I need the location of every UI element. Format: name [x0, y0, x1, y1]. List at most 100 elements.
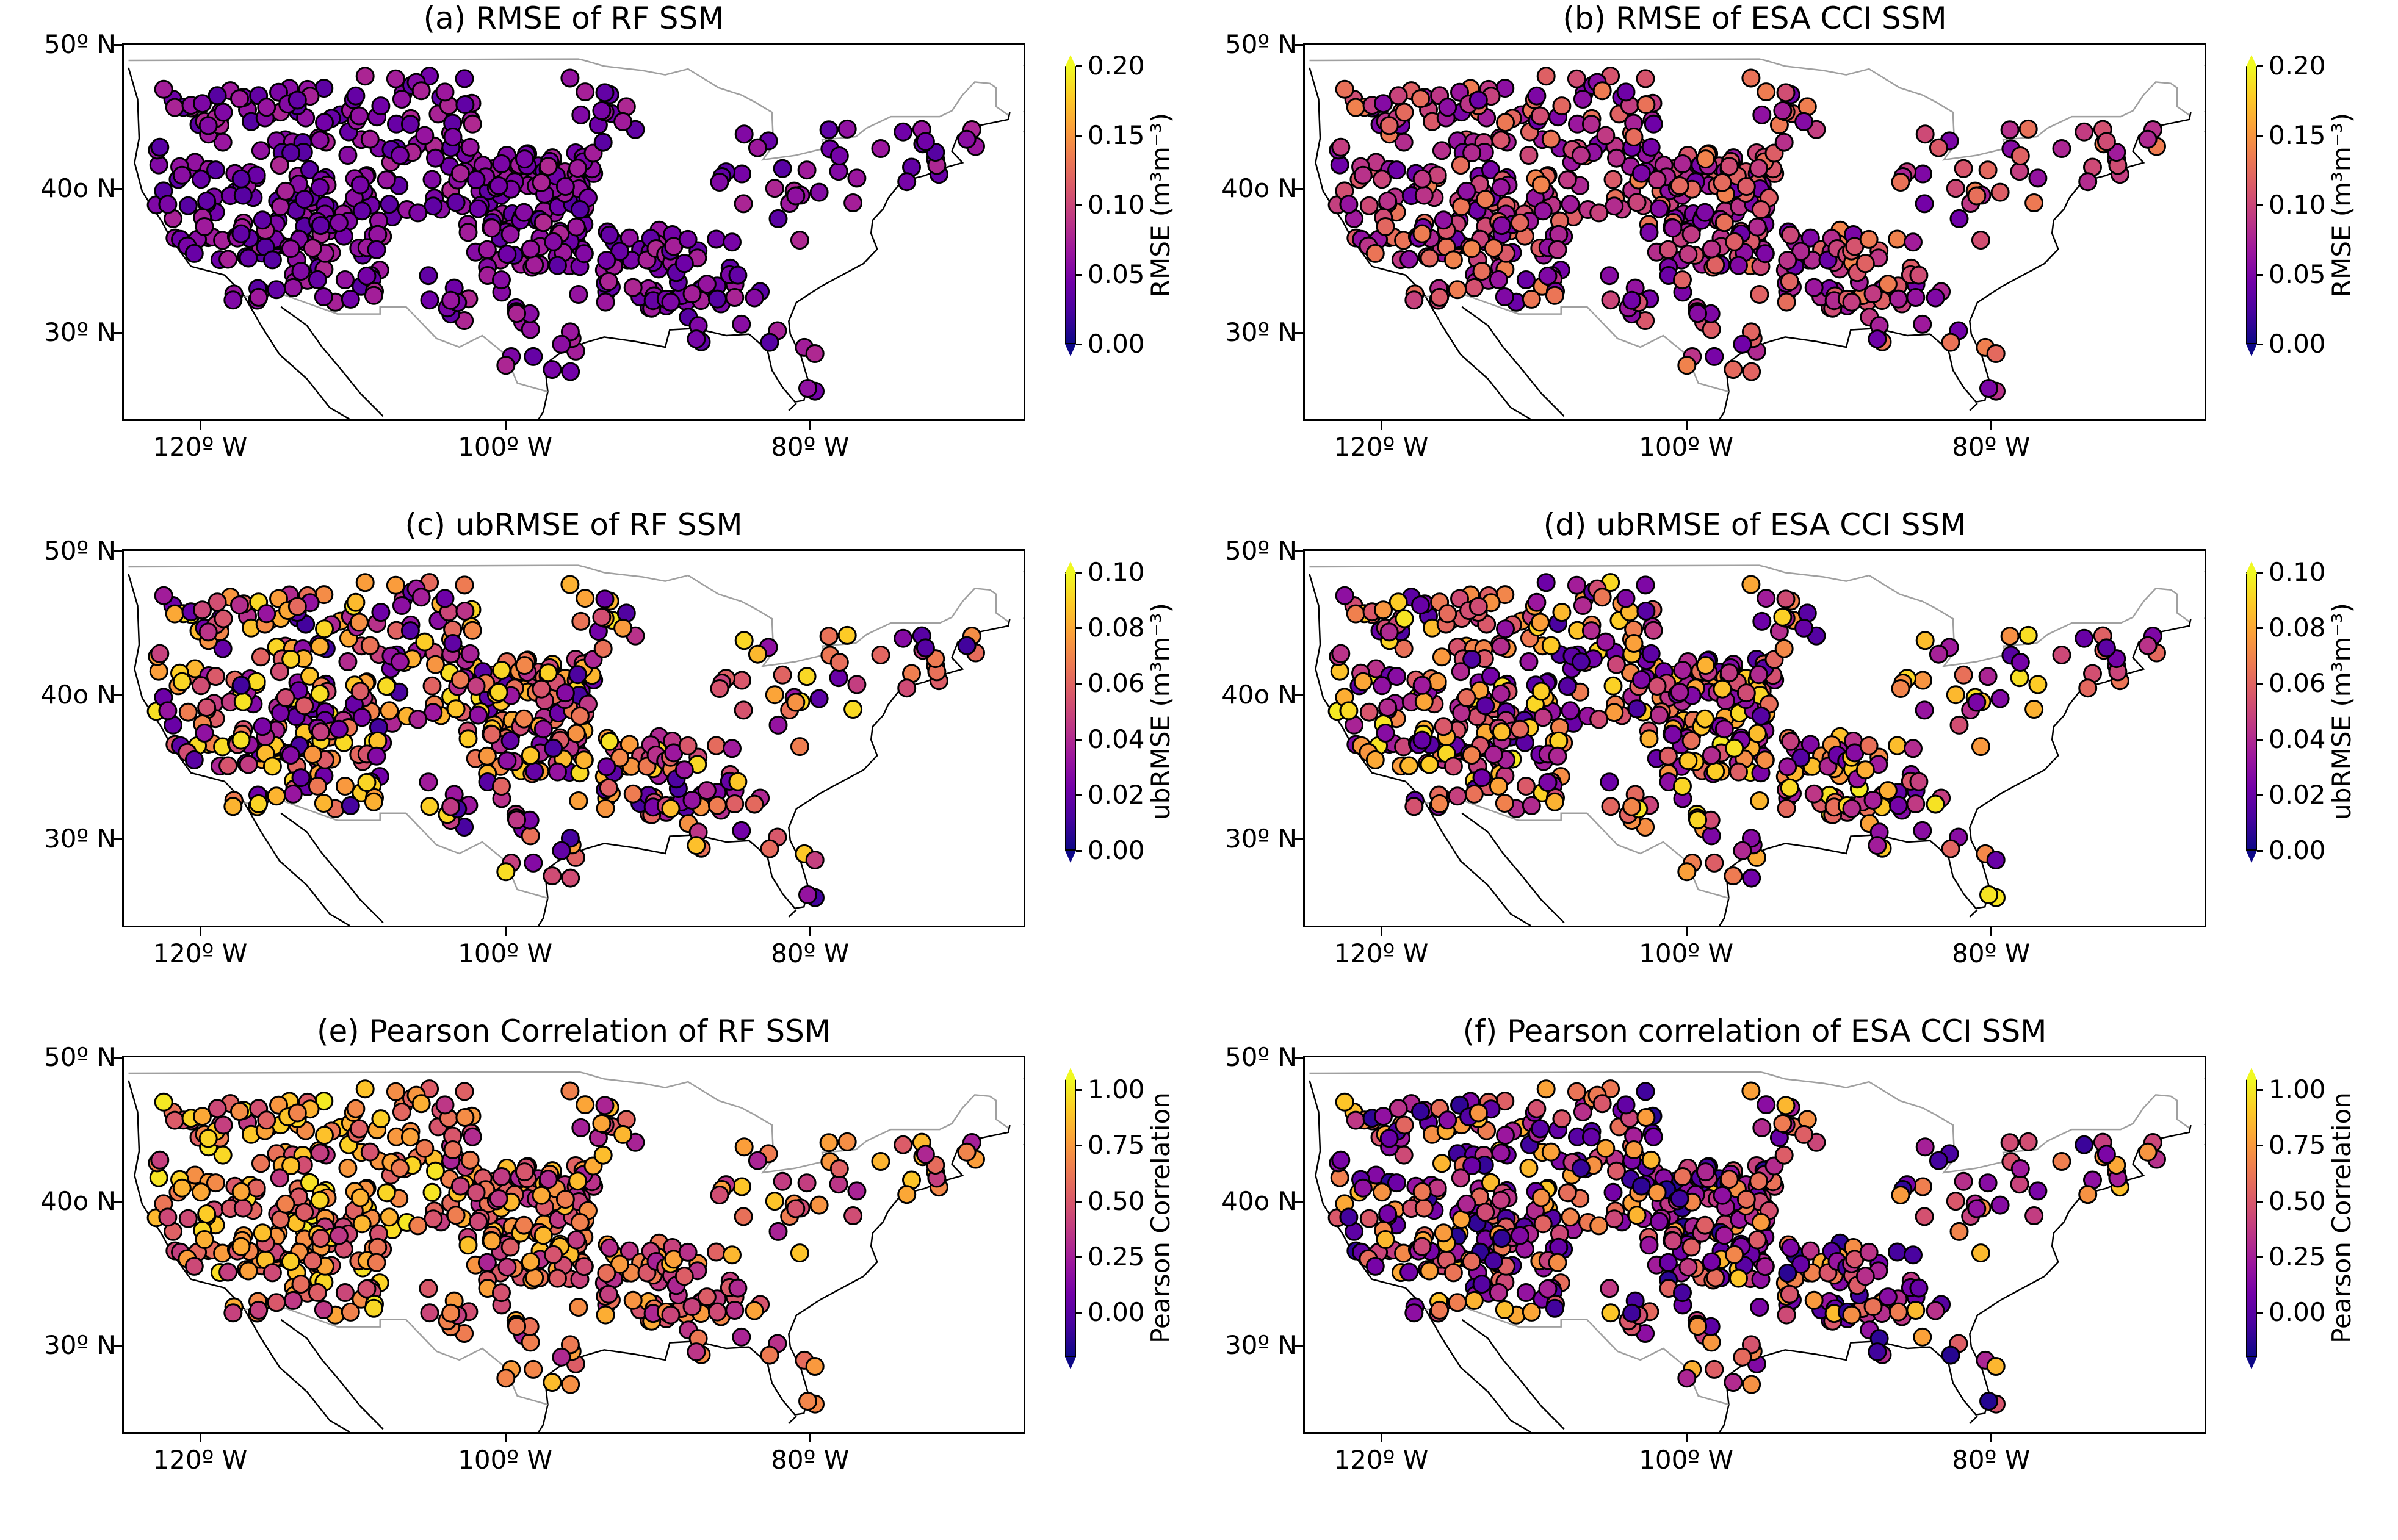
- station-marker: [1750, 1298, 1769, 1317]
- station-marker: [1434, 717, 1453, 736]
- station-marker: [1531, 1119, 1550, 1139]
- station-marker: [1516, 1283, 1536, 1302]
- station-marker: [496, 356, 516, 375]
- lat-tick-label: 30º N: [1224, 1330, 1297, 1361]
- lon-tick-mark: [1990, 927, 1993, 936]
- panel-title: (a) RMSE of RF SSM: [423, 1, 724, 36]
- station-marker: [1592, 588, 1612, 607]
- station-marker: [732, 314, 751, 334]
- station-marker: [276, 1194, 295, 1214]
- station-marker: [1780, 272, 1799, 291]
- station-marker: [1457, 1194, 1476, 1214]
- station-marker: [1742, 1375, 1761, 1394]
- station-marker: [420, 1303, 439, 1323]
- lat-tick-label: 50º N: [43, 1042, 116, 1072]
- lat-tick-mark: [1295, 188, 1303, 190]
- station-marker: [357, 266, 377, 286]
- station-marker: [1688, 304, 1708, 323]
- lon-tick-mark: [1990, 1434, 1993, 1442]
- colorbar-tick-mark: [2257, 627, 2263, 630]
- lat-tick-label: 50º N: [1224, 29, 1297, 59]
- lon-tick-label: 80º W: [771, 432, 850, 462]
- station-marker: [443, 634, 463, 653]
- station-marker: [1571, 652, 1591, 672]
- station-marker: [797, 160, 817, 180]
- station-marker: [1468, 597, 1488, 616]
- station-marker: [1777, 1305, 1796, 1325]
- station-marker: [1842, 799, 1862, 818]
- station-marker: [1481, 1173, 1500, 1192]
- station-marker: [1929, 138, 1948, 157]
- station-marker: [469, 199, 488, 218]
- station-marker: [1755, 244, 1775, 264]
- station-marker: [1378, 698, 1398, 717]
- station-marker: [214, 103, 233, 122]
- station-marker: [251, 647, 270, 667]
- station-marker: [377, 677, 396, 696]
- station-marker: [314, 1300, 333, 1319]
- station-marker: [576, 589, 595, 608]
- station-marker: [400, 115, 420, 134]
- station-marker: [600, 732, 619, 751]
- station-marker: [172, 1178, 192, 1198]
- station-marker: [1335, 1092, 1354, 1112]
- station-marker: [1605, 1209, 1624, 1229]
- station-marker: [1519, 652, 1539, 671]
- station-marker: [408, 1216, 428, 1236]
- station-marker: [2024, 700, 2044, 719]
- station-marker: [1949, 715, 1969, 735]
- station-marker: [1842, 292, 1862, 312]
- station-marker: [253, 210, 272, 230]
- station-marker: [1600, 772, 1619, 792]
- station-marker: [745, 794, 764, 814]
- station-marker: [798, 379, 817, 398]
- station-marker: [193, 1107, 212, 1126]
- station-marker: [1552, 1109, 1572, 1129]
- station-marker: [411, 81, 431, 101]
- station-marker: [218, 756, 238, 775]
- station-marker: [150, 137, 170, 157]
- station-marker: [1519, 1159, 1539, 1178]
- station-marker: [469, 705, 488, 725]
- station-marker: [1954, 665, 1973, 685]
- station-marker: [247, 1178, 266, 1198]
- station-marker: [797, 1173, 817, 1193]
- colorbar-tick-label: 0.00: [2269, 835, 2326, 865]
- lat-tick-label: 50º N: [43, 536, 116, 566]
- colorbar-tick-mark: [2257, 850, 2263, 852]
- station-marker: [408, 710, 428, 729]
- station-marker: [1915, 1207, 1934, 1226]
- station-marker: [710, 1186, 729, 1204]
- map-canvas: [128, 58, 1024, 419]
- station-marker: [1545, 792, 1564, 811]
- station-marker: [1631, 670, 1651, 689]
- coastline: [1461, 1319, 1565, 1430]
- station-marker: [593, 639, 613, 658]
- station-marker: [569, 1298, 588, 1317]
- colorbar-tick-label: 0.15: [1088, 120, 1145, 150]
- station-marker: [380, 1207, 399, 1227]
- station-marker: [533, 1226, 553, 1245]
- station-marker: [408, 203, 428, 223]
- station-marker: [281, 1156, 301, 1175]
- station-marker: [1571, 146, 1591, 165]
- station-marker: [223, 290, 243, 310]
- station-marker: [218, 1262, 238, 1282]
- station-marker: [1842, 1305, 1862, 1325]
- station-marker: [894, 1135, 913, 1154]
- station-marker: [1644, 114, 1663, 134]
- station-marker: [1751, 707, 1771, 725]
- station-marker: [1915, 194, 1934, 214]
- lat-tick-mark: [114, 1201, 122, 1203]
- station-marker: [1491, 178, 1511, 197]
- station-marker: [497, 1258, 517, 1277]
- lon-tick-label: 80º W: [1952, 938, 2031, 968]
- colorbar: [2246, 1079, 2257, 1357]
- lon-tick-label: 120º W: [153, 1445, 248, 1475]
- station-marker: [661, 1305, 681, 1325]
- station-marker: [571, 1118, 591, 1137]
- colorbar-tick-mark: [1076, 1256, 1082, 1258]
- station-marker: [357, 1279, 377, 1298]
- station-marker: [1365, 750, 1385, 769]
- station-marker: [897, 678, 917, 698]
